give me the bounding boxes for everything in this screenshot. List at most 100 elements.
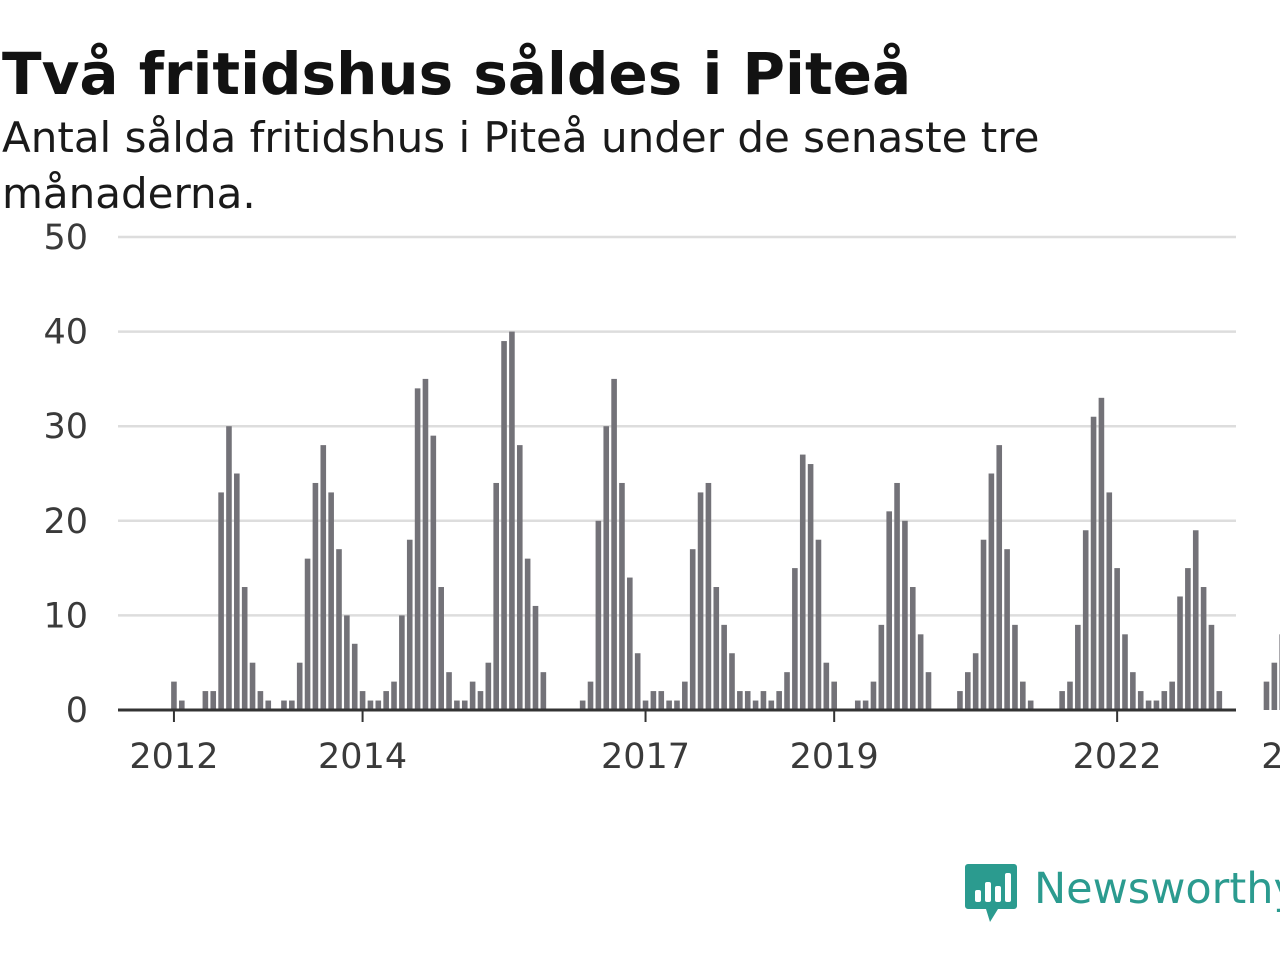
y-tick-label: 0 [66,691,88,731]
bar [634,653,641,710]
bar [1067,681,1073,710]
bar [430,435,437,710]
bar [257,691,264,710]
bar [540,672,547,710]
bar [179,700,185,710]
labels: 010203040502012201420172019202220242 [43,218,1280,777]
bar [312,482,319,710]
bar [265,700,272,710]
bar [650,691,657,710]
bar [1106,492,1113,710]
bar [658,691,665,710]
bar [367,700,374,710]
bar [210,691,217,710]
bar [359,691,366,710]
bar [414,388,421,710]
bar [799,454,806,710]
bar [587,681,594,710]
bar [894,482,900,710]
bar [1114,568,1120,710]
bar [1185,568,1191,710]
bar [1271,662,1278,710]
bar [296,662,303,710]
bar [619,482,625,710]
bar [1020,681,1026,710]
bar [493,482,499,710]
bar [870,681,877,710]
bar [1192,530,1199,710]
bar [454,700,460,710]
y-tick-label: 40 [43,313,88,353]
y-tick-label: 20 [43,502,88,542]
bar [304,558,311,710]
bar [823,662,830,710]
bar [202,691,209,710]
bar [1012,624,1018,710]
bar [336,549,342,710]
bar [579,700,586,710]
bar [831,681,837,710]
bar [760,691,767,710]
bar [996,445,1003,710]
bar-chart: 010203040502012201420172019202220242 [43,218,1280,777]
y-tick-label: 10 [43,596,88,636]
bar [1200,587,1207,710]
bar [375,700,382,710]
bar [744,691,751,710]
bar [988,473,995,710]
bar [886,511,892,710]
bar [1130,672,1136,710]
newsworthy-logo-icon [965,864,1017,922]
y-tick-label: 30 [43,407,88,447]
bar [776,691,782,710]
bar [689,549,696,710]
bar [281,700,287,710]
bar [477,691,484,710]
bar [965,672,971,710]
bars [171,331,1280,710]
bar [1004,549,1010,710]
bar [1161,691,1168,710]
bar [344,615,350,710]
bar [784,672,790,710]
brand-name: Newsworthy [1034,864,1280,914]
bar [532,605,539,710]
bar [713,587,720,710]
bar [320,445,327,710]
bar [1090,416,1097,710]
bar [406,539,413,710]
bar [249,662,256,710]
bar [501,341,507,710]
bar [674,700,680,710]
bar [957,691,963,710]
bar [289,700,295,710]
bar [603,426,610,710]
bar [383,691,389,710]
bar [642,700,649,710]
bar [1208,624,1215,710]
bar [469,681,476,710]
bar [1177,596,1183,710]
bar [862,700,869,710]
bar [737,691,743,710]
bar [1027,700,1034,710]
gridlines [118,235,1236,617]
x-tick-label: 2022 [1073,737,1162,777]
bar [391,681,397,710]
bar [351,643,358,710]
bar [1216,691,1223,710]
bar [524,558,531,710]
bar [878,624,885,710]
bar [768,700,775,710]
bar [980,539,987,710]
bar [485,662,492,710]
brand: Newsworthy [964,862,1280,926]
bar [438,587,444,710]
chart-subtitle: Antal sålda fritidshus i Piteå under de … [2,113,1040,218]
bar [1153,700,1160,710]
bar [1145,700,1152,710]
bar [925,672,932,710]
bar [611,378,617,710]
x-tick-label: 2014 [318,737,407,777]
bar [1137,691,1144,710]
